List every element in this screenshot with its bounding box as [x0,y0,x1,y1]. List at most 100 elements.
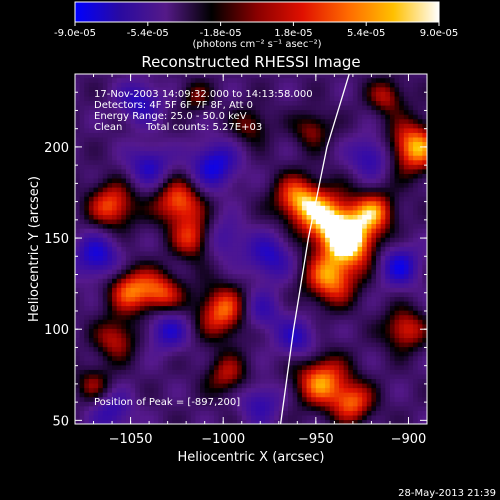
heatmap-cell [343,355,349,361]
heatmap-cell [352,136,359,143]
heatmap-cell [311,173,317,179]
heatmap-cell [357,264,363,270]
heatmap-cell [186,150,192,156]
heatmap-cell [144,269,150,275]
heatmap-cell [329,369,335,375]
heatmap-cell [209,382,215,389]
heatmap-cell [325,168,331,174]
heatmap-cell [79,396,85,402]
heatmap-cell [195,255,201,261]
heatmap-cell [297,95,303,102]
heatmap-cell [116,77,122,83]
heatmap-cell [227,341,234,348]
heatmap-cell [121,146,127,152]
heatmap-cell [93,305,99,311]
heatmap-cell [320,410,326,416]
heatmap-cell [232,118,238,124]
heatmap-cell [366,173,373,179]
heatmap-cell [102,269,109,275]
heatmap-cell [163,237,169,243]
heatmap-cell [320,364,326,370]
heatmap-cell [190,364,197,370]
heatmap-cell [79,109,85,115]
heatmap-cell [167,269,173,275]
heatmap-cell [251,314,257,320]
heatmap-cell [112,273,118,279]
heatmap-cell [186,232,192,238]
heatmap-cell [167,100,173,106]
heatmap-cell [283,305,289,311]
heatmap-cell [292,182,298,188]
heatmap-cell [204,360,210,366]
heatmap-cell [255,273,261,279]
heatmap-cell [158,232,164,238]
heatmap-cell [153,305,159,311]
heatmap-cell [163,392,169,398]
heatmap-cell [251,200,257,206]
heatmap-cell [195,191,201,197]
heatmap-cell [315,118,322,124]
heatmap-cell [311,250,317,256]
heatmap-cell [232,114,238,120]
heatmap-cell [232,173,238,179]
heatmap-cell [311,351,317,357]
heatmap-cell [102,182,109,188]
heatmap-cell [139,259,146,266]
heatmap-cell [334,410,340,416]
heatmap-cell [241,278,247,284]
heatmap-cell [75,378,81,384]
heatmap-cell [288,291,294,297]
heatmap-cell [241,209,247,215]
heatmap-cell [274,237,280,243]
heatmap-cell [116,332,122,339]
heatmap-cell [237,360,243,366]
heatmap-cell [371,209,377,215]
heatmap-cell [366,150,373,156]
heatmap-cell [139,177,146,184]
heatmap-cell [366,136,373,143]
heatmap-cell [362,104,368,111]
heatmap-cell [255,314,261,320]
heatmap-cell [112,182,118,188]
heatmap-cell [204,141,210,147]
heatmap-cell [362,305,368,311]
heatmap-cell [130,319,136,325]
heatmap-cell [232,250,238,256]
heatmap-cell [339,82,345,88]
heatmap-cell [204,355,210,361]
heatmap-cell [158,127,164,133]
heatmap-cell [149,314,155,320]
heatmap-cell [186,114,192,120]
heatmap-cell [343,77,349,83]
heatmap-cell [329,205,335,211]
heatmap-cell [102,209,109,215]
heatmap-cell [186,287,192,293]
heatmap-cell [172,314,178,320]
heatmap-cell [190,141,197,147]
heatmap-cell [167,91,173,97]
heatmap-cell [186,269,192,275]
heatmap-cell [352,300,359,307]
heatmap-cell [278,150,285,156]
heatmap-cell [218,287,224,293]
heatmap-cell [209,364,215,370]
heatmap-cell [297,100,303,106]
heatmap-cell [125,173,132,179]
heatmap-cell [366,273,373,279]
heatmap-cell [190,228,197,234]
heatmap-cell [75,282,81,288]
heatmap-cell [79,378,85,384]
heatmap-cell [352,237,359,243]
heatmap-cell [149,132,155,138]
heatmap-cell [343,273,349,279]
heatmap-cell [213,337,220,343]
heatmap-cell [348,86,354,92]
heatmap-cell [352,114,359,120]
heatmap-cell [116,364,122,370]
heatmap-cell [311,123,317,129]
heatmap-cell [301,392,308,398]
heatmap-cell [213,351,220,357]
heatmap-cell [79,168,85,174]
heatmap-cell [98,214,104,220]
heatmap-cell [218,273,224,279]
